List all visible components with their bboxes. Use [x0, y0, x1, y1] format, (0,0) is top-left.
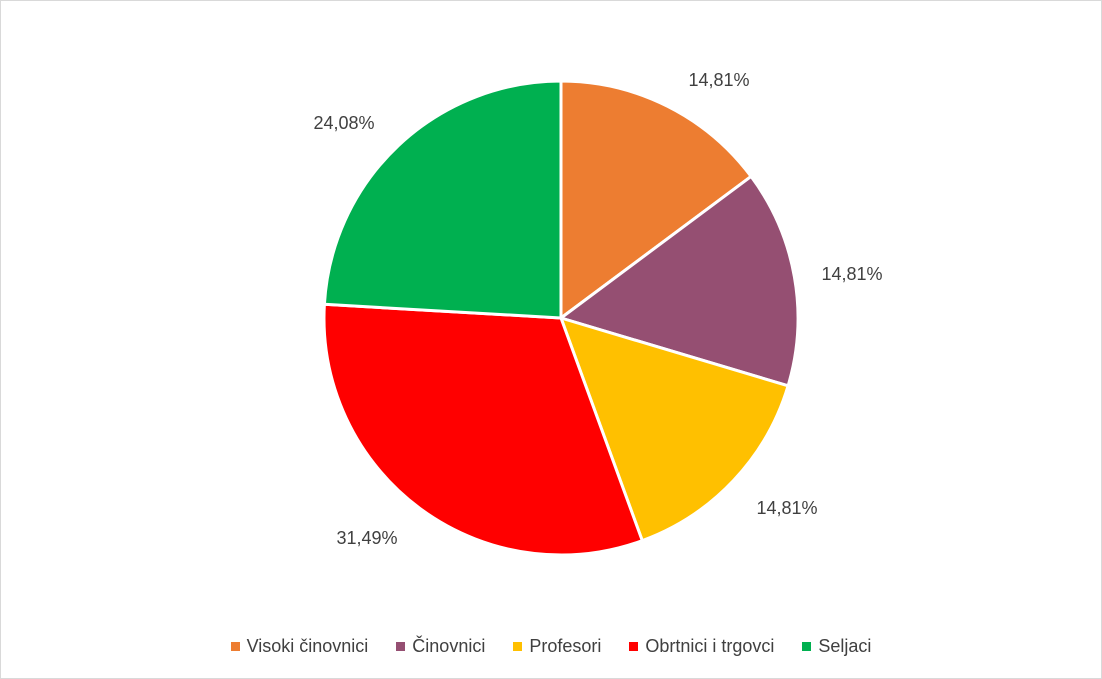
pie-slice-2: [559, 174, 800, 388]
legend-swatch-2: [396, 642, 406, 651]
legend-label-2: Činovnici: [412, 636, 486, 656]
legend-label-5: Seljaci: [818, 636, 872, 656]
pie-slice-3: [559, 316, 790, 543]
legend-label-4: Obrtnici i trgovci: [645, 636, 775, 656]
legend-item-5: Seljaci: [802, 636, 871, 657]
data-label-5: 24,08%: [313, 113, 374, 133]
data-label-1: 14,81%: [688, 70, 749, 90]
pie-slice-1: [559, 79, 753, 320]
data-label-2: 14,81%: [821, 264, 882, 284]
legend-swatch-1: [230, 642, 240, 651]
legend-swatch-3: [513, 642, 523, 651]
legend-item-4: Obrtnici i trgovci: [629, 636, 774, 657]
legend-label-3: Profesori: [529, 636, 602, 656]
legend-label-1: Visoki činovnici: [246, 636, 369, 656]
data-label-4: 31,49%: [336, 528, 397, 548]
legend-item-2: Činovnici: [396, 636, 485, 657]
legend-item-3: Profesori: [513, 636, 601, 657]
legend-swatch-4: [629, 642, 639, 651]
data-label-3: 14,81%: [756, 498, 817, 518]
legend: Visoki činovnici Činovnici Profesori Obrtni…: [1, 636, 1101, 657]
legend-swatch-5: [802, 642, 812, 651]
legend-item-1: Visoki činovnici: [230, 636, 369, 657]
pie-slice-4: [322, 302, 644, 557]
pie-slice-5: [322, 79, 563, 320]
